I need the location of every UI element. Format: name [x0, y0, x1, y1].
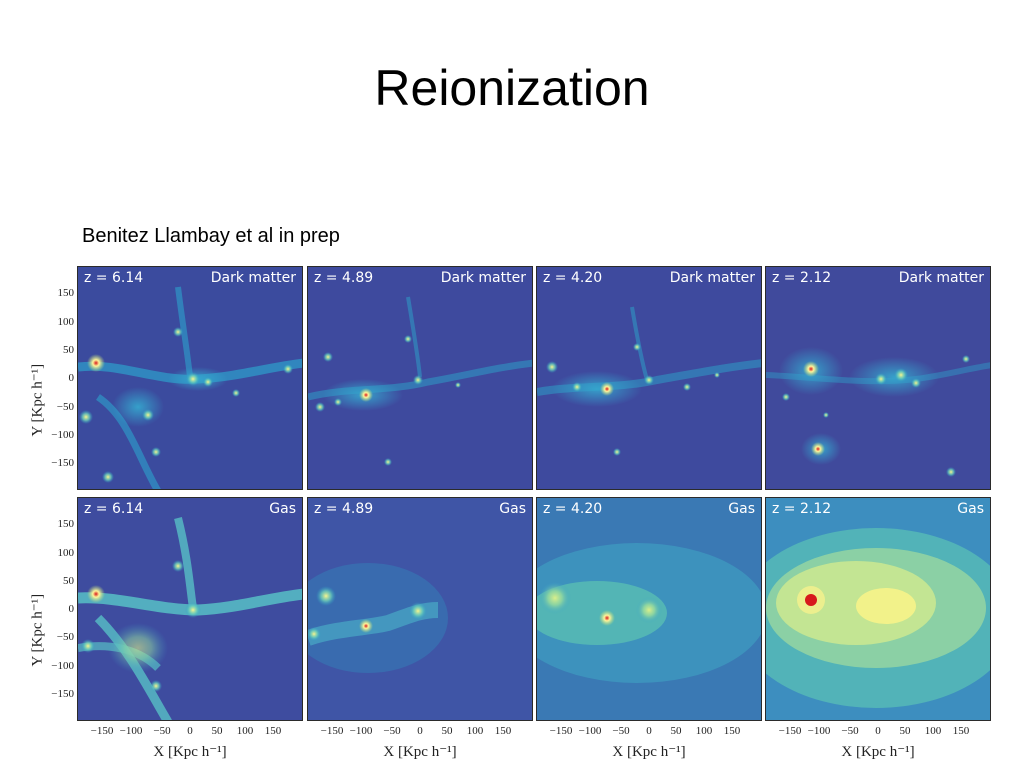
panel-dm-z212: z = 2.12 Dark matter — [765, 266, 991, 490]
y-tick: 100 — [57, 547, 75, 559]
density-map — [308, 267, 532, 489]
citation-text: Benitez Llambay et al in prep — [82, 225, 340, 247]
y-tick: 50 — [63, 344, 74, 356]
x-tick: 100 — [466, 725, 484, 737]
x-tick: −150 — [90, 725, 114, 737]
panel-component-label: Dark matter — [898, 270, 984, 286]
y-tick: −50 — [56, 631, 74, 643]
panel-gas-z420: z = 4.20 Gas — [536, 497, 762, 721]
panel-gas-z614: z = 6.14 Gas — [77, 497, 303, 721]
x-tick: 150 — [723, 725, 741, 737]
x-tick: −50 — [383, 725, 401, 737]
density-map — [537, 267, 761, 489]
y-tick: 50 — [63, 575, 74, 587]
x-tick: −50 — [841, 725, 859, 737]
panel-redshift-label: z = 4.89 — [314, 270, 374, 286]
density-map — [308, 498, 532, 720]
x-tick: 100 — [236, 725, 254, 737]
x-tick: 100 — [924, 725, 942, 737]
y-tick: −150 — [51, 688, 74, 700]
panel-component-label: Gas — [269, 501, 296, 517]
panel-component-label: Dark matter — [669, 270, 755, 286]
x-tick: 150 — [494, 725, 512, 737]
x-tick: 0 — [875, 725, 881, 737]
panel-redshift-label: z = 4.89 — [314, 501, 374, 517]
x-tick: −100 — [578, 725, 602, 737]
x-tick: 0 — [417, 725, 423, 737]
panel-dm-z420: z = 4.20 Dark matter — [536, 266, 762, 490]
panel-redshift-label: z = 6.14 — [84, 270, 144, 286]
y-tick: 0 — [68, 603, 75, 615]
x-tick: −150 — [549, 725, 573, 737]
panel-dm-z489: z = 4.89 Dark matter — [307, 266, 533, 490]
x-tick: 50 — [670, 725, 682, 737]
panel-redshift-label: z = 4.20 — [543, 501, 603, 517]
x-tick: −50 — [612, 725, 630, 737]
x-axis-label: X [Kpc h⁻¹] — [153, 744, 227, 760]
density-map — [766, 498, 990, 720]
density-map — [537, 498, 761, 720]
x-tick: 50 — [211, 725, 223, 737]
x-tick: −100 — [349, 725, 373, 737]
panel-component-label: Gas — [957, 501, 984, 517]
panel-redshift-label: z = 2.12 — [772, 501, 832, 517]
panel-redshift-label: z = 4.20 — [543, 270, 603, 286]
x-tick: −50 — [153, 725, 171, 737]
density-map — [78, 498, 302, 720]
y-tick: −100 — [51, 660, 74, 672]
panel-component-label: Gas — [499, 501, 526, 517]
panel-component-label: Dark matter — [440, 270, 526, 286]
panel-redshift-label: z = 6.14 — [84, 501, 144, 517]
y-tick: 150 — [57, 518, 75, 530]
y-tick: −50 — [56, 401, 74, 413]
x-tick: −100 — [119, 725, 143, 737]
x-tick: −150 — [320, 725, 344, 737]
x-tick: 50 — [441, 725, 453, 737]
panel-dm-z614: z = 6.14 Dark matter — [77, 266, 303, 490]
panel-gas-z489: z = 4.89 Gas — [307, 497, 533, 721]
density-map — [766, 267, 990, 489]
x-tick: 150 — [264, 725, 282, 737]
simulation-figure: Y [Kpc h⁻¹] Y [Kpc h⁻¹] 150 100 50 0 −50… — [0, 262, 1024, 768]
density-map — [78, 267, 302, 489]
panel-gas-z212: z = 2.12 Gas — [765, 497, 991, 721]
x-tick: 50 — [899, 725, 911, 737]
y-tick: 100 — [57, 316, 75, 328]
x-tick: 100 — [695, 725, 713, 737]
panel-component-label: Dark matter — [210, 270, 296, 286]
x-axis-label: X [Kpc h⁻¹] — [383, 744, 457, 760]
x-tick: −150 — [778, 725, 802, 737]
x-tick: 150 — [952, 725, 970, 737]
slide-title: Reionization — [374, 60, 650, 116]
y-tick: 150 — [57, 287, 75, 299]
y-tick: 0 — [68, 372, 75, 384]
y-tick: −100 — [51, 429, 74, 441]
panel-redshift-label: z = 2.12 — [772, 270, 832, 286]
x-tick: −100 — [807, 725, 831, 737]
panel-component-label: Gas — [728, 501, 755, 517]
x-axis-label: X [Kpc h⁻¹] — [841, 744, 915, 760]
x-axis-label: X [Kpc h⁻¹] — [612, 744, 686, 760]
y-tick: −150 — [51, 457, 74, 469]
x-tick: 0 — [646, 725, 652, 737]
x-tick: 0 — [187, 725, 193, 737]
